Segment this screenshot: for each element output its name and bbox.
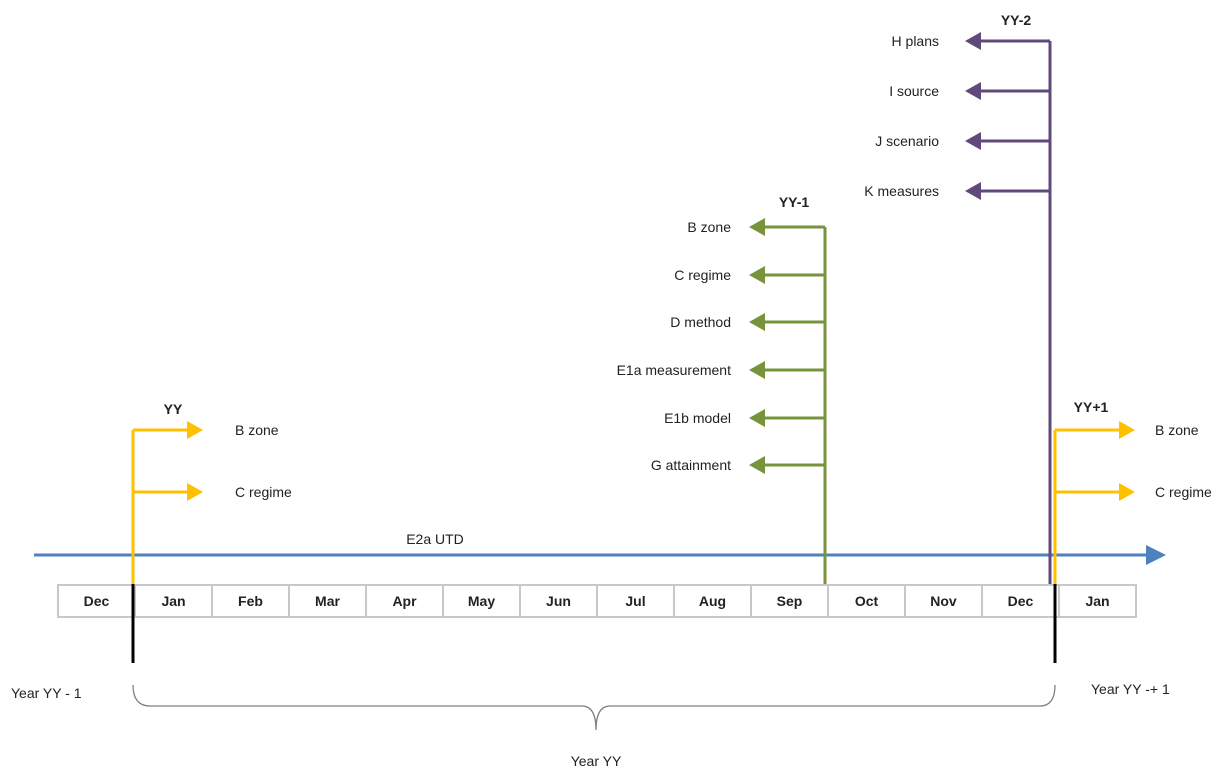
month-cell: Mar bbox=[288, 584, 367, 618]
item-label: K measures bbox=[864, 183, 939, 199]
month-cell: Nov bbox=[904, 584, 983, 618]
month-cell: Feb bbox=[211, 584, 290, 618]
group-title: YY+1 bbox=[1074, 399, 1109, 415]
group-title: YY-1 bbox=[779, 194, 810, 210]
group-yy-minus-2: YY-2 H plans I source J scenario K measures bbox=[864, 12, 1052, 584]
timeline-axis bbox=[34, 545, 1166, 565]
arrowhead-right bbox=[187, 421, 203, 439]
month-label: May bbox=[468, 593, 495, 609]
group-item: C regime bbox=[1055, 483, 1212, 501]
month-cell: Oct bbox=[827, 584, 906, 618]
group-item: B zone bbox=[687, 218, 825, 236]
item-label: E1a measurement bbox=[617, 362, 732, 378]
month-cell: Apr bbox=[365, 584, 444, 618]
group-yy-minus-1: YY-1 B zone C regime D method E1a measuremen… bbox=[617, 194, 827, 584]
item-label: B zone bbox=[235, 422, 279, 438]
arrowhead-left bbox=[965, 182, 981, 200]
group-item: I source bbox=[889, 82, 1050, 100]
year-brace bbox=[132, 684, 1056, 731]
item-label: E1b model bbox=[664, 410, 731, 426]
item-label: J scenario bbox=[875, 133, 939, 149]
month-cell: Jul bbox=[596, 584, 675, 618]
month-label: Sep bbox=[777, 593, 803, 609]
item-label: G attainment bbox=[651, 457, 731, 473]
month-label: Oct bbox=[855, 593, 879, 609]
item-label: H plans bbox=[892, 33, 939, 49]
group-item: B zone bbox=[1055, 421, 1199, 439]
group-yy: YY B zone C regime bbox=[131, 401, 292, 584]
group-item: D method bbox=[670, 313, 825, 331]
month-cell: Dec bbox=[57, 584, 136, 618]
item-label: B zone bbox=[687, 219, 731, 235]
month-label: Aug bbox=[699, 593, 726, 609]
arrowhead-left bbox=[965, 82, 981, 100]
month-label: Jan bbox=[1085, 593, 1109, 609]
group-item: C regime bbox=[133, 483, 292, 501]
group-item: E1a measurement bbox=[617, 361, 825, 379]
month-label: Apr bbox=[392, 593, 417, 609]
arrowhead-left bbox=[965, 132, 981, 150]
timeline-arrowhead bbox=[1146, 545, 1166, 565]
timeline-label: E2a UTD bbox=[406, 531, 464, 547]
arrowhead-left bbox=[749, 218, 765, 236]
group-item: C regime bbox=[674, 266, 825, 284]
month-cell: Jan bbox=[1058, 584, 1137, 618]
arrowhead-left bbox=[749, 361, 765, 379]
group-item: B zone bbox=[133, 421, 279, 439]
year-prev-label: Year YY - 1 bbox=[11, 685, 82, 701]
month-label: Mar bbox=[315, 593, 340, 609]
arrowhead-right bbox=[1119, 483, 1135, 501]
arrowhead-left bbox=[749, 409, 765, 427]
month-label: Jun bbox=[546, 593, 571, 609]
month-cell: Jun bbox=[519, 584, 598, 618]
item-label: D method bbox=[670, 314, 731, 330]
month-label: Feb bbox=[238, 593, 263, 609]
item-label: C regime bbox=[1155, 484, 1212, 500]
arrowhead-left bbox=[749, 456, 765, 474]
group-item: J scenario bbox=[875, 132, 1050, 150]
arrowhead-left bbox=[749, 266, 765, 284]
item-label: C regime bbox=[674, 267, 731, 283]
month-cell: Dec bbox=[981, 584, 1060, 618]
arrowhead-right bbox=[187, 483, 203, 501]
group-yy-plus-1: YY+1 B zone C regime bbox=[1053, 399, 1212, 584]
group-item: E1b model bbox=[664, 409, 825, 427]
month-label: Jan bbox=[161, 593, 185, 609]
arrowhead-left bbox=[965, 32, 981, 50]
group-title: YY-2 bbox=[1001, 12, 1032, 28]
month-cell: Sep bbox=[750, 584, 829, 618]
milestone-groups: YY B zone C regime YY-1 B zone C regime D meth… bbox=[131, 12, 1212, 584]
year-current-label: Year YY bbox=[571, 753, 622, 769]
month-cell: May bbox=[442, 584, 521, 618]
arrowhead-right bbox=[1119, 421, 1135, 439]
month-label: Nov bbox=[930, 593, 957, 609]
group-title: YY bbox=[164, 401, 183, 417]
month-cell: Jan bbox=[134, 584, 213, 618]
year-next-label: Year YY -+ 1 bbox=[1091, 681, 1170, 697]
month-row: Dec Jan Feb Mar Apr May Jun Jul Aug Sep Oct Nov Dec J… bbox=[57, 584, 1137, 618]
item-label: C regime bbox=[235, 484, 292, 500]
group-item: H plans bbox=[892, 32, 1050, 50]
group-item: K measures bbox=[864, 182, 1050, 200]
arrowhead-left bbox=[749, 313, 765, 331]
month-label: Jul bbox=[625, 593, 645, 609]
item-label: I source bbox=[889, 83, 939, 99]
group-item: G attainment bbox=[651, 456, 825, 474]
month-label: Dec bbox=[1008, 593, 1034, 609]
month-label: Dec bbox=[84, 593, 110, 609]
item-label: B zone bbox=[1155, 422, 1199, 438]
month-cell: Aug bbox=[673, 584, 752, 618]
